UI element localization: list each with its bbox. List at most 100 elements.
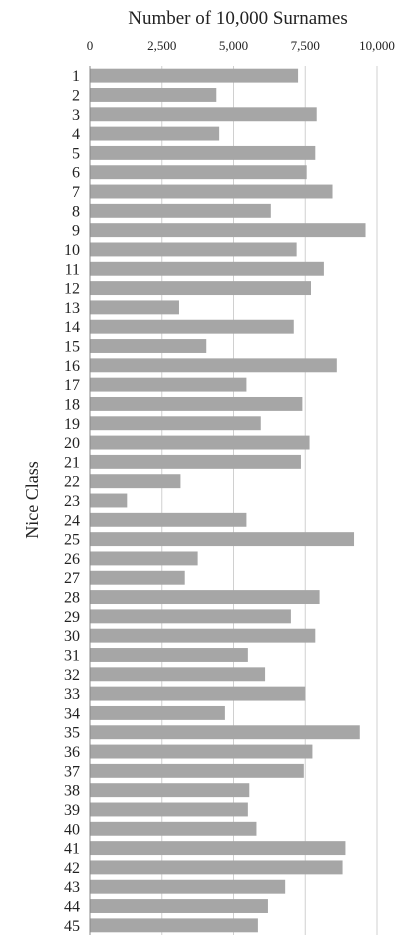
category-label: 45 xyxy=(64,918,80,935)
category-label: 16 xyxy=(64,358,80,375)
bar-6 xyxy=(90,165,307,180)
bar-9 xyxy=(90,223,366,238)
bar-32 xyxy=(90,667,266,682)
bar-7 xyxy=(90,184,333,199)
x-tick-label: 2,500 xyxy=(147,38,176,53)
category-label: 33 xyxy=(64,686,80,703)
bar-10 xyxy=(90,242,297,257)
x-axis-ticks: 0 2,500 5,000 7,500 10,000 xyxy=(87,38,395,53)
bar-15 xyxy=(90,339,207,353)
bar-37 xyxy=(90,763,304,778)
category-label: 15 xyxy=(64,339,80,356)
bar-31 xyxy=(90,648,248,662)
bar-23 xyxy=(90,493,128,508)
bar-40 xyxy=(90,821,257,836)
bar-2 xyxy=(90,88,217,102)
category-label: 14 xyxy=(64,319,80,336)
bar-4 xyxy=(90,126,220,141)
category-label: 35 xyxy=(64,725,80,742)
bar-1 xyxy=(90,68,299,83)
bar-3 xyxy=(90,107,317,122)
category-label: 18 xyxy=(64,396,80,413)
category-label: 38 xyxy=(64,783,80,800)
category-label: 1 xyxy=(72,68,80,85)
bar-21 xyxy=(90,454,301,469)
bar-44 xyxy=(90,899,268,913)
category-label: 20 xyxy=(64,435,80,452)
category-label: 7 xyxy=(72,184,80,201)
bar-42 xyxy=(90,860,343,875)
bar-36 xyxy=(90,744,313,759)
category-label: 24 xyxy=(64,512,80,529)
category-label: 31 xyxy=(64,647,80,664)
bar-34 xyxy=(90,705,225,720)
bar-17 xyxy=(90,377,247,392)
category-label: 25 xyxy=(64,532,80,549)
category-label: 4 xyxy=(72,126,80,143)
category-label: 11 xyxy=(65,261,80,278)
bar-45 xyxy=(90,918,258,933)
bar-43 xyxy=(90,879,286,894)
category-label: 23 xyxy=(64,493,80,510)
bar-25 xyxy=(90,532,355,547)
category-label: 12 xyxy=(64,281,80,298)
category-label: 28 xyxy=(64,590,80,607)
bar-39 xyxy=(90,802,248,817)
category-label: 5 xyxy=(72,145,80,162)
bar-22 xyxy=(90,474,181,489)
category-label: 36 xyxy=(64,744,80,761)
bar-16 xyxy=(90,358,337,373)
bar-28 xyxy=(90,590,320,605)
bar-12 xyxy=(90,281,311,296)
x-tick-label: 7,500 xyxy=(291,38,320,53)
y-axis-label: Nice Class xyxy=(22,461,42,538)
bar-20 xyxy=(90,435,310,450)
category-label: 21 xyxy=(64,454,80,471)
category-label: 13 xyxy=(64,300,80,317)
category-label: 37 xyxy=(64,763,80,780)
bars xyxy=(90,68,366,933)
bar-26 xyxy=(90,551,198,566)
bar-30 xyxy=(90,628,316,643)
category-label: 3 xyxy=(72,107,80,124)
chart-title: Number of 10,000 Surnames xyxy=(128,8,348,29)
category-label: 42 xyxy=(64,860,80,877)
category-label: 19 xyxy=(64,416,80,433)
bar-41 xyxy=(90,841,346,856)
bar-35 xyxy=(90,725,360,740)
x-tick-label: 0 xyxy=(87,38,94,53)
category-label: 34 xyxy=(64,705,80,722)
category-label: 43 xyxy=(64,879,80,896)
category-label: 9 xyxy=(72,223,80,240)
bar-13 xyxy=(90,300,179,315)
category-label: 41 xyxy=(64,841,80,858)
category-label: 39 xyxy=(64,802,80,819)
bar-24 xyxy=(90,512,247,527)
bar-29 xyxy=(90,609,291,624)
x-tick-label: 5,000 xyxy=(219,38,248,53)
bar-18 xyxy=(90,396,303,411)
category-label: 26 xyxy=(64,551,80,568)
bar-8 xyxy=(90,203,271,218)
bar-5 xyxy=(90,145,316,160)
x-tick-label: 10,000 xyxy=(359,38,395,53)
category-label: 44 xyxy=(64,899,80,916)
category-label: 8 xyxy=(72,203,80,220)
category-label: 40 xyxy=(64,821,80,838)
bar-19 xyxy=(90,416,261,431)
category-label: 27 xyxy=(64,570,80,587)
category-label: 2 xyxy=(72,87,80,104)
bar-14 xyxy=(90,319,294,334)
category-label: 17 xyxy=(64,377,80,394)
category-labels: 1234567891011121314151617181920212223242… xyxy=(64,68,80,935)
category-label: 10 xyxy=(64,242,80,259)
bar-27 xyxy=(90,570,185,585)
category-label: 29 xyxy=(64,609,80,626)
category-label: 30 xyxy=(64,628,80,645)
bar-38 xyxy=(90,783,250,798)
bar-11 xyxy=(90,261,324,276)
category-label: 22 xyxy=(64,474,80,491)
bar-33 xyxy=(90,686,306,701)
category-label: 6 xyxy=(72,165,80,182)
